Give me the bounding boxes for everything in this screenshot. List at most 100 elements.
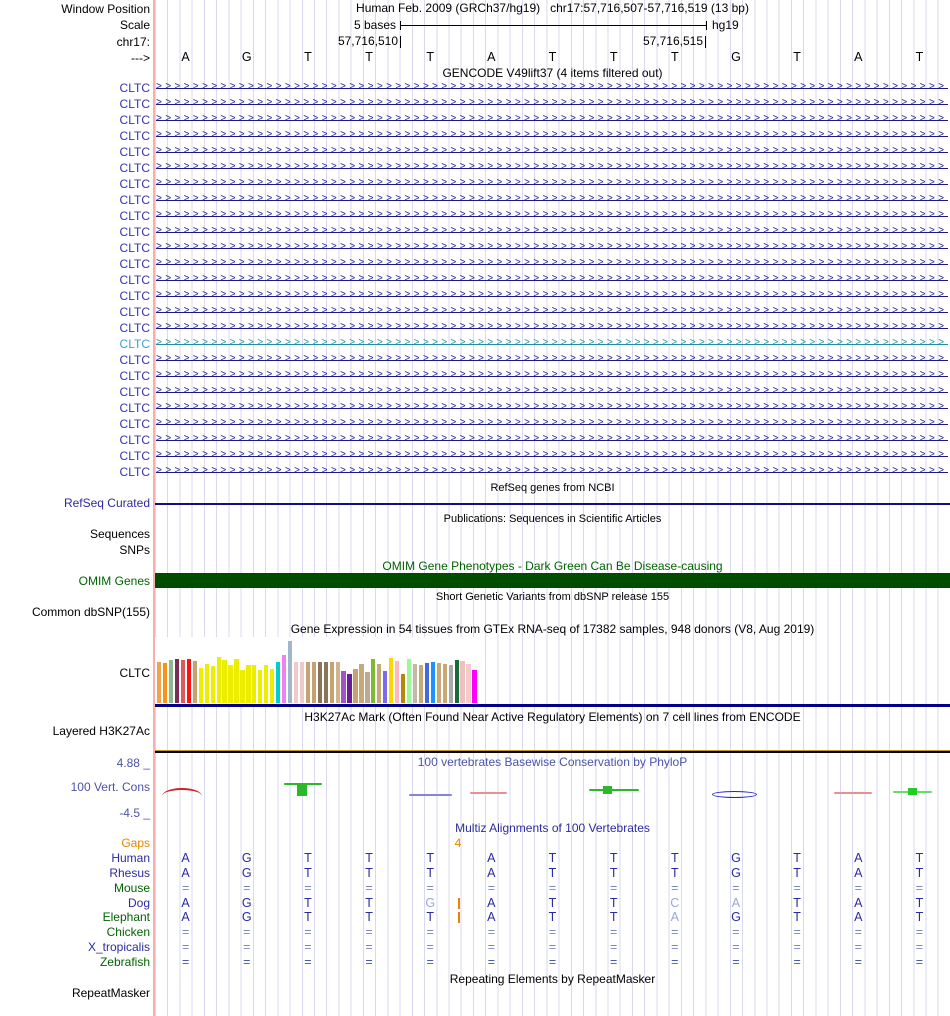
transcript-arrow-line[interactable]: >>>>>>>>>>>>>>>>>>>>>>>>>>>>>>>>>>>>>>>>… [156, 336, 948, 352]
alignment-base[interactable]: = [243, 880, 251, 895]
alignment-base[interactable]: G [241, 851, 252, 865]
gtex-tissue-bar[interactable] [359, 664, 364, 703]
gene-row[interactable]: CLTC >>>>>>>>>>>>>>>>>>>>>>>>>>>>>>>>>>>>… [0, 400, 950, 416]
transcript-arrow-line[interactable]: >>>>>>>>>>>>>>>>>>>>>>>>>>>>>>>>>>>>>>>>… [156, 352, 948, 368]
gtex-tissue-bar[interactable] [299, 662, 305, 703]
transcript-arrow-line[interactable]: >>>>>>>>>>>>>>>>>>>>>>>>>>>>>>>>>>>>>>>>… [156, 400, 948, 416]
alignment-base[interactable]: T [548, 851, 557, 865]
alignment-base[interactable]: = [487, 925, 495, 940]
alignment-base[interactable]: = [243, 940, 251, 955]
phylop-line[interactable] [589, 789, 639, 791]
transcript-arrow-line[interactable]: >>>>>>>>>>>>>>>>>>>>>>>>>>>>>>>>>>>>>>>>… [156, 128, 948, 144]
alignment-base[interactable]: A [854, 910, 863, 925]
transcript-arrow-line[interactable]: >>>>>>>>>>>>>>>>>>>>>>>>>>>>>>>>>>>>>>>>… [156, 96, 948, 112]
gene-row[interactable]: CLTC >>>>>>>>>>>>>>>>>>>>>>>>>>>>>>>>>>>>… [0, 144, 950, 160]
alignment-base[interactable]: = [304, 955, 312, 970]
alignment-base[interactable]: A [670, 910, 679, 925]
alignment-base[interactable]: = [915, 880, 924, 895]
gtex-tissue-bar[interactable] [400, 674, 406, 703]
gene-row[interactable]: CLTC >>>>>>>>>>>>>>>>>>>>>>>>>>>>>>>>>>>>… [0, 352, 950, 368]
gtex-tissue-bar[interactable] [329, 662, 334, 703]
alignment-base[interactable]: G [731, 865, 741, 880]
alignment-base[interactable]: T [365, 910, 373, 925]
gtex-tissue-bar[interactable] [192, 661, 197, 703]
gtex-tissue-bar[interactable] [347, 674, 352, 703]
gtex-tissue-bar[interactable] [317, 662, 322, 703]
transcript-arrow-line[interactable]: >>>>>>>>>>>>>>>>>>>>>>>>>>>>>>>>>>>>>>>>… [156, 288, 948, 304]
alignment-base[interactable]: A [487, 865, 496, 880]
gtex-tissue-bar[interactable] [353, 669, 358, 703]
alignment-base[interactable]: = [671, 940, 679, 955]
alignment-base[interactable]: T [609, 865, 618, 880]
transcript-arrow-line[interactable]: >>>>>>>>>>>>>>>>>>>>>>>>>>>>>>>>>>>>>>>>… [156, 448, 948, 464]
gtex-tissue-bar[interactable] [323, 662, 328, 703]
gene-row[interactable]: CLTC >>>>>>>>>>>>>>>>>>>>>>>>>>>>>>>>>>>>… [0, 464, 950, 480]
gene-row[interactable]: CLTC >>>>>>>>>>>>>>>>>>>>>>>>>>>>>>>>>>>>… [0, 304, 950, 320]
gtex-tissue-bar[interactable] [293, 662, 299, 703]
alignment-base[interactable]: G [731, 910, 741, 925]
alignment-base[interactable]: = [426, 880, 434, 895]
alignment-base[interactable]: = [732, 925, 740, 940]
gene-row[interactable]: CLTC >>>>>>>>>>>>>>>>>>>>>>>>>>>>>>>>>>>>… [0, 416, 950, 432]
transcript-arrow-line[interactable]: >>>>>>>>>>>>>>>>>>>>>>>>>>>>>>>>>>>>>>>>… [156, 304, 948, 320]
gtex-tissue-bar[interactable] [442, 664, 447, 703]
alignment-base[interactable]: = [732, 940, 740, 955]
transcript-arrow-line[interactable]: >>>>>>>>>>>>>>>>>>>>>>>>>>>>>>>>>>>>>>>>… [156, 160, 948, 176]
alignment-base[interactable]: = [548, 880, 557, 895]
gene-row[interactable]: CLTC >>>>>>>>>>>>>>>>>>>>>>>>>>>>>>>>>>>>… [0, 208, 950, 224]
phylop-line[interactable] [834, 792, 872, 794]
alignment-base[interactable]: T [915, 865, 924, 880]
alignment-base[interactable]: = [548, 940, 557, 955]
gtex-tissue-bar[interactable] [287, 641, 293, 703]
gene-row[interactable]: CLTC >>>>>>>>>>>>>>>>>>>>>>>>>>>>>>>>>>>>… [0, 256, 950, 272]
gtex-tissue-bar[interactable] [157, 662, 162, 703]
gtex-tissue-bar[interactable] [240, 670, 245, 703]
gene-row[interactable]: CLTC >>>>>>>>>>>>>>>>>>>>>>>>>>>>>>>>>>>>… [0, 288, 950, 304]
alignment-base[interactable]: = [548, 955, 557, 970]
omim-gene-bar[interactable] [155, 573, 950, 588]
alignment-base[interactable]: C [670, 895, 680, 910]
alignment-base[interactable]: = [365, 925, 373, 940]
gene-row[interactable]: CLTC >>>>>>>>>>>>>>>>>>>>>>>>>>>>>>>>>>>>… [0, 224, 950, 240]
alignment-base[interactable]: = [181, 880, 190, 895]
gtex-tissue-bar[interactable] [406, 659, 412, 703]
gtex-tissue-bar[interactable] [418, 665, 424, 703]
gtex-tissue-bar[interactable] [234, 659, 239, 703]
gene-row[interactable]: CLTC >>>>>>>>>>>>>>>>>>>>>>>>>>>>>>>>>>>>… [0, 368, 950, 384]
alignment-base[interactable]: A [181, 910, 190, 925]
gene-row[interactable]: CLTC >>>>>>>>>>>>>>>>>>>>>>>>>>>>>>>>>>>>… [0, 272, 950, 288]
alignment-base[interactable]: A [487, 851, 496, 865]
gene-row[interactable]: CLTC >>>>>>>>>>>>>>>>>>>>>>>>>>>>>>>>>>>>… [0, 448, 950, 464]
gtex-tissue-bar[interactable] [377, 664, 382, 703]
alignment-base[interactable]: A [181, 865, 190, 880]
gtex-tissue-bar[interactable] [341, 671, 346, 703]
transcript-arrow-line[interactable]: >>>>>>>>>>>>>>>>>>>>>>>>>>>>>>>>>>>>>>>>… [156, 432, 948, 448]
alignment-base[interactable]: = [671, 955, 679, 970]
transcript-arrow-line[interactable]: >>>>>>>>>>>>>>>>>>>>>>>>>>>>>>>>>>>>>>>>… [156, 416, 948, 432]
gtex-tissue-bar[interactable] [270, 669, 275, 703]
gtex-tissue-bar[interactable] [466, 664, 471, 703]
alignment-base[interactable]: G [425, 895, 436, 910]
alignment-base[interactable]: A [854, 851, 863, 865]
transcript-arrow-line[interactable]: >>>>>>>>>>>>>>>>>>>>>>>>>>>>>>>>>>>>>>>>… [156, 240, 948, 256]
alignment-base[interactable]: A [854, 895, 863, 910]
gtex-tissue-bar[interactable] [186, 659, 192, 703]
alignment-base[interactable]: = [732, 955, 740, 970]
alignment-base[interactable]: = [181, 925, 190, 940]
transcript-arrow-line[interactable]: >>>>>>>>>>>>>>>>>>>>>>>>>>>>>>>>>>>>>>>>… [156, 192, 948, 208]
alignment-base[interactable]: T [548, 865, 557, 880]
phylop-block[interactable] [297, 784, 307, 796]
gene-row[interactable]: CLTC >>>>>>>>>>>>>>>>>>>>>>>>>>>>>>>>>>>>… [0, 176, 950, 192]
alignment-base[interactable]: = [609, 955, 618, 970]
alignment-base[interactable]: = [609, 940, 618, 955]
alignment-base[interactable]: T [304, 865, 312, 880]
transcript-arrow-line[interactable]: >>>>>>>>>>>>>>>>>>>>>>>>>>>>>>>>>>>>>>>>… [156, 176, 948, 192]
refseq-gene-line[interactable] [155, 503, 950, 505]
alignment-base[interactable]: = [243, 955, 251, 970]
alignment-base[interactable]: = [915, 955, 924, 970]
transcript-arrow-line[interactable]: >>>>>>>>>>>>>>>>>>>>>>>>>>>>>>>>>>>>>>>>… [156, 368, 948, 384]
phylop-line[interactable] [470, 792, 507, 794]
gtex-tissue-bar[interactable] [454, 660, 459, 703]
alignment-base[interactable]: A [854, 865, 863, 880]
alignment-base[interactable]: T [793, 865, 801, 880]
